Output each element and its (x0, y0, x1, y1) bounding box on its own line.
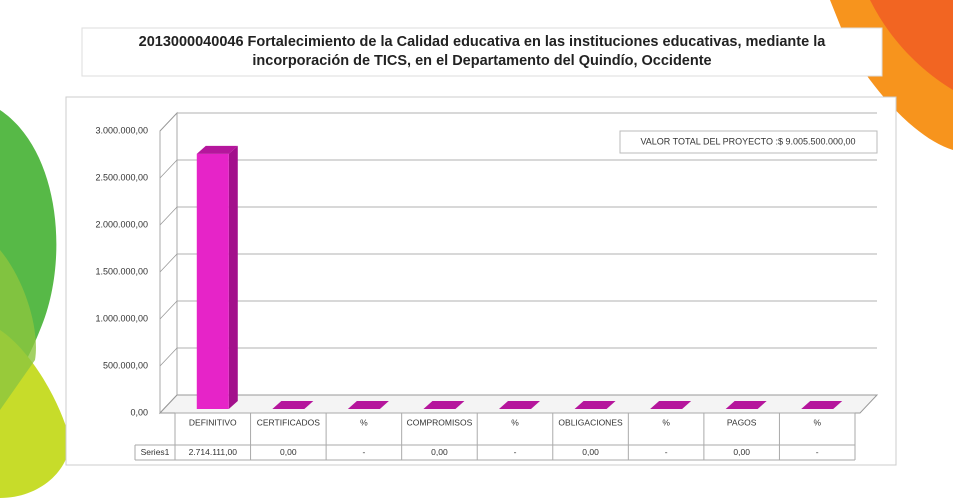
bar-top (801, 401, 843, 409)
decor-lime (0, 250, 36, 410)
bar-top (650, 401, 692, 409)
x-tick-label: % (813, 417, 821, 427)
data-label: - (362, 447, 365, 457)
y-tick-label: 2.000.000,00 (95, 219, 148, 229)
data-label: 2.714.111,00 (189, 447, 238, 457)
bar (272, 401, 314, 409)
bar-top (272, 401, 314, 409)
bar (574, 401, 616, 409)
data-label: 0,00 (280, 447, 297, 457)
x-tick-label: CERTIFICADOS (257, 417, 320, 427)
bar (347, 401, 389, 409)
bar (499, 401, 540, 409)
bar-top (574, 401, 616, 409)
grid-line (159, 112, 877, 132)
y-tick-label: 1.000.000,00 (95, 313, 148, 323)
data-label: 0,00 (431, 447, 448, 457)
x-tick-label: COMPROMISOS (407, 417, 473, 427)
x-tick-label: % (511, 417, 519, 427)
bar-top (725, 401, 767, 409)
x-tick-label: DEFINITIVO (189, 417, 237, 427)
grid-line (159, 300, 877, 320)
bar-top (196, 145, 238, 154)
x-tick-label: % (360, 417, 368, 427)
grid-line (159, 394, 877, 414)
chart-title: 2013000040046 Fortalecimiento de la Cali… (138, 34, 826, 69)
bar-top (499, 401, 540, 409)
y-tick-label: 3.000.000,00 (95, 125, 148, 135)
annotation-box (619, 130, 878, 154)
plot: 0,00 500.000,00 1.000.000,00 1.500.000,00 2.… (95, 111, 879, 461)
data-label: - (816, 447, 819, 457)
y-tick-label: 0,00 (130, 407, 148, 417)
bar (725, 401, 767, 409)
bar-side (228, 145, 238, 409)
data-label: 0,00 (582, 447, 599, 457)
x-tick-label: % (662, 417, 670, 427)
data-label: 0,00 (733, 447, 750, 457)
title-wrap: 2013000040046 Fortalecimiento de la Cali… (138, 34, 826, 69)
data-label: - (514, 447, 517, 457)
data-label: - (665, 447, 668, 457)
x-tick-label: OBLIGACIONES (558, 417, 623, 427)
y-tick-label: 1.500.000,00 (95, 266, 148, 276)
x-tick-label: PAGOS (727, 417, 757, 427)
grid-line (159, 206, 877, 226)
bar-top (347, 401, 389, 409)
y-tick-label: 500.000,00 (103, 360, 148, 370)
bar (650, 401, 692, 409)
bar (196, 145, 238, 409)
bar-top (423, 401, 465, 409)
bar (423, 401, 465, 409)
bar-front (196, 153, 229, 409)
title-box (81, 27, 883, 77)
legend-label: Series1 (141, 447, 170, 457)
grid-line (159, 253, 877, 273)
y-tick-label: 2.500.000,00 (95, 172, 148, 182)
grid-line (159, 347, 877, 367)
decor-red (870, 0, 953, 90)
grid-line (159, 159, 877, 179)
bar (801, 401, 843, 409)
annotation: VALOR TOTAL DEL PROYECTO :$ 9.005.500.00… (640, 136, 855, 146)
